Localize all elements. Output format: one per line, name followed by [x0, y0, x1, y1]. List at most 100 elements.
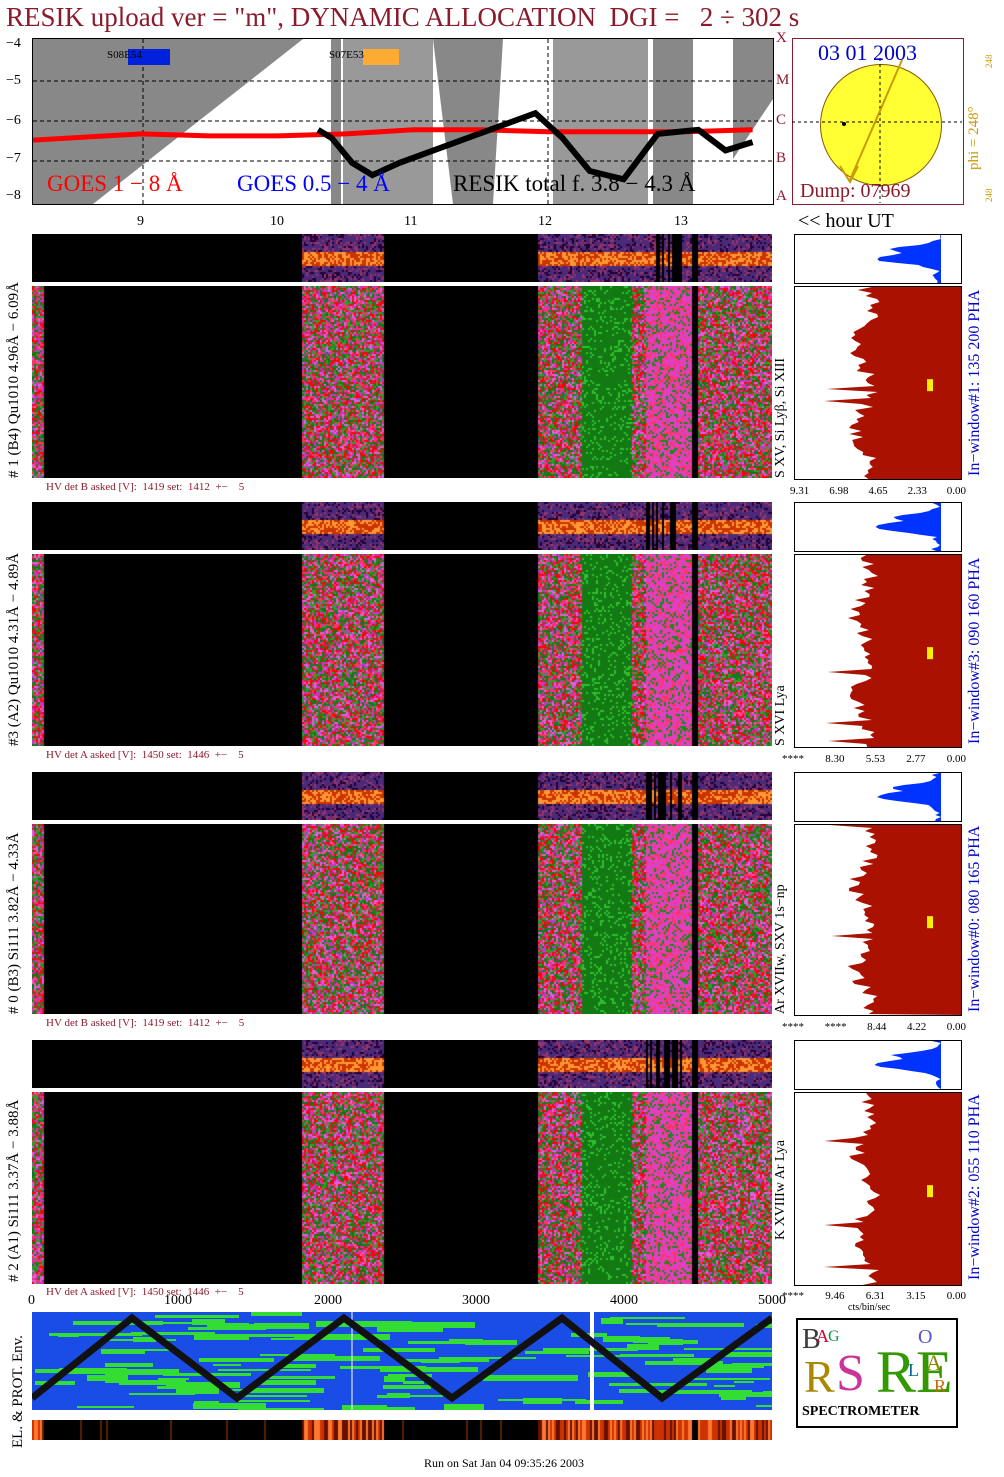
- tag-label: S07E53: [329, 49, 364, 61]
- env-particle-band: [627, 1344, 659, 1350]
- spectrogram-canvas: [32, 554, 772, 746]
- bin-tick: 3000: [462, 1293, 490, 1308]
- hv-readout: HV det B asked [V]: 1419 set: 1412 +− 5: [46, 1017, 245, 1029]
- env-particle-band: [575, 1400, 623, 1404]
- env-particle-band: [188, 1327, 266, 1330]
- env-particle-band: [401, 1359, 489, 1362]
- heat-canvas: [32, 1420, 772, 1440]
- env-particle-band: [383, 1385, 431, 1389]
- scale-tick: 6.31: [865, 1290, 885, 1302]
- window-marker: [927, 916, 933, 929]
- env-particle-band: [119, 1380, 182, 1385]
- logo-letter: O: [918, 1326, 933, 1348]
- pha-histogram: [794, 234, 962, 284]
- bin-tick: 2000: [314, 1293, 342, 1308]
- tag-label: S08E54: [107, 49, 142, 61]
- class-letter: C: [776, 112, 787, 128]
- env-particle-band: [105, 1363, 153, 1367]
- env-particle-band: [380, 1367, 478, 1372]
- env-particle-band: [207, 1323, 249, 1329]
- profile-scale: 9.31 6.98 4.65 2.33 0.00: [790, 485, 966, 497]
- env-particle-band: [218, 1369, 311, 1371]
- env-particle-band: [264, 1376, 335, 1379]
- phi-arrow-head: [839, 165, 859, 185]
- env-particle-band: [162, 1322, 217, 1324]
- env-particle-band: [763, 1391, 772, 1397]
- spectro-strip: [32, 772, 772, 820]
- pha-histogram-fill: [815, 1041, 941, 1089]
- bin-tick: 0: [28, 1293, 35, 1308]
- env-particle-band: [384, 1376, 405, 1382]
- hv-readout: HV det A asked [V]: 1450 set: 1446 +− 5: [46, 1286, 244, 1298]
- env-particle-band: [101, 1349, 145, 1354]
- env-particle-band: [668, 1340, 698, 1344]
- logo-letter: A: [816, 1326, 829, 1346]
- env-particle-band: [571, 1333, 607, 1337]
- class-letter: A: [776, 188, 787, 204]
- env-particle-band: [633, 1337, 670, 1343]
- logo-letter: G: [828, 1328, 840, 1345]
- env-particle-band: [732, 1363, 772, 1366]
- pha-histogram-fill: [815, 235, 941, 283]
- env-particle-band: [261, 1380, 316, 1385]
- env-particle-band: [238, 1395, 307, 1397]
- bin-tick: 4000: [610, 1293, 638, 1308]
- logo-name: RESIK: [876, 1339, 956, 1405]
- env-particle-band: [610, 1317, 685, 1319]
- spectrogram: [32, 824, 772, 1014]
- scale-tick: 2.77: [906, 753, 926, 765]
- env-particle-band: [238, 1400, 310, 1402]
- env-particle-band: [212, 1334, 299, 1337]
- env-particle-band: [77, 1406, 134, 1408]
- spectrogram: [32, 1092, 772, 1284]
- pha-histogram-fill: [815, 503, 941, 551]
- pha-svg: [815, 503, 941, 551]
- phi-arrow: [849, 59, 903, 181]
- legend-blue: GOES 0.5 − 4 Å: [237, 171, 390, 196]
- class-letter: M: [776, 72, 790, 88]
- scale-tick: 6.98: [829, 485, 849, 497]
- env-particle-band: [106, 1339, 176, 1341]
- orbit-trace: [32, 1313, 772, 1403]
- goes-ylabel: −4: [6, 36, 21, 51]
- line-profile-fill: [825, 555, 961, 747]
- scale-tick: 4.22: [906, 1021, 927, 1033]
- heat-strip: [32, 1420, 772, 1440]
- env-particle-band: [342, 1405, 387, 1410]
- env-particle-band: [279, 1364, 316, 1368]
- series-line: [33, 127, 753, 143]
- line-profile-fill: [823, 1093, 961, 1285]
- env-particle-band: [129, 1393, 195, 1395]
- env-particle-band: [714, 1385, 735, 1387]
- env-particle-band: [451, 1341, 501, 1344]
- flare-position: [842, 122, 846, 126]
- env-particle-band: [619, 1389, 657, 1393]
- shade-region: [733, 39, 773, 159]
- logo-subtitle: SPECTROMETER: [802, 1404, 920, 1419]
- window-label: In−window#2: 055 110 PHA: [966, 1094, 983, 1280]
- line-label: K XVIIIw Ar Lya: [773, 1140, 788, 1240]
- spectrogram-canvas: [32, 824, 772, 1014]
- pha-histogram-fill: [815, 773, 941, 821]
- env-svg: [32, 1312, 772, 1410]
- scale-tick: 0.00: [946, 1021, 966, 1033]
- bin-tick: 1000: [164, 1293, 192, 1308]
- goes-plot: [33, 39, 773, 204]
- line-label: S XVI Lya: [773, 685, 788, 746]
- channel-label: # 0 (B3) Si111 3.82Å − 4.33Å: [6, 832, 22, 1014]
- env-particle-band: [588, 1372, 634, 1377]
- env-particle-band: [724, 1352, 772, 1357]
- hour-label: 10: [270, 214, 284, 229]
- scale-tick: 0.00: [946, 1290, 966, 1302]
- profile-svg: [823, 1093, 961, 1285]
- env-particle-band: [387, 1393, 410, 1398]
- env-particle-band: [756, 1405, 772, 1407]
- bin-tick: 5000: [758, 1293, 786, 1308]
- window-marker: [927, 379, 933, 392]
- profile-panel: [794, 824, 962, 1016]
- logo-letter: B: [802, 1324, 821, 1355]
- env-particle-band: [363, 1348, 435, 1352]
- scale-tick: 8.44: [867, 1021, 887, 1033]
- line-label: Ar XVIIw, SXV 1s−np: [773, 884, 788, 1014]
- class-letter: X: [776, 30, 787, 46]
